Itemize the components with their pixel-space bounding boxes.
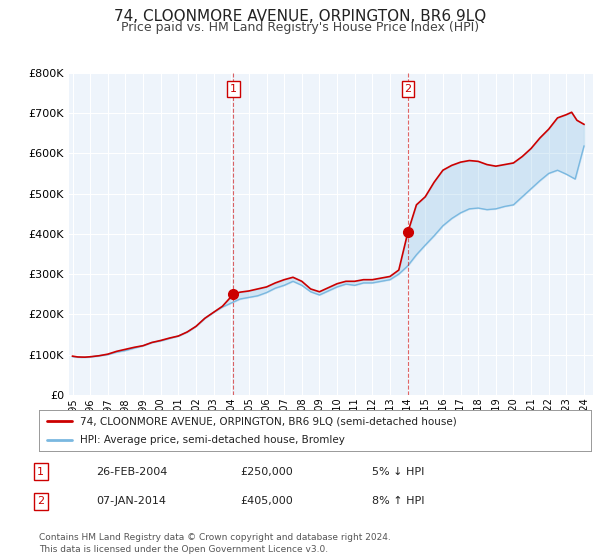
Text: 07-JAN-2014: 07-JAN-2014 bbox=[96, 496, 166, 506]
Text: 2: 2 bbox=[37, 496, 44, 506]
Text: £250,000: £250,000 bbox=[240, 466, 293, 477]
Text: 8% ↑ HPI: 8% ↑ HPI bbox=[372, 496, 425, 506]
Text: 5% ↓ HPI: 5% ↓ HPI bbox=[372, 466, 424, 477]
Text: 26-FEB-2004: 26-FEB-2004 bbox=[96, 466, 167, 477]
Text: 1: 1 bbox=[37, 466, 44, 477]
Text: 74, CLOONMORE AVENUE, ORPINGTON, BR6 9LQ (semi-detached house): 74, CLOONMORE AVENUE, ORPINGTON, BR6 9LQ… bbox=[80, 417, 457, 426]
Text: 2: 2 bbox=[404, 84, 412, 94]
Text: HPI: Average price, semi-detached house, Bromley: HPI: Average price, semi-detached house,… bbox=[80, 435, 345, 445]
Text: Contains HM Land Registry data © Crown copyright and database right 2024.
This d: Contains HM Land Registry data © Crown c… bbox=[39, 533, 391, 554]
Text: £405,000: £405,000 bbox=[240, 496, 293, 506]
Text: 1: 1 bbox=[230, 84, 237, 94]
Text: Price paid vs. HM Land Registry's House Price Index (HPI): Price paid vs. HM Land Registry's House … bbox=[121, 21, 479, 34]
Text: 74, CLOONMORE AVENUE, ORPINGTON, BR6 9LQ: 74, CLOONMORE AVENUE, ORPINGTON, BR6 9LQ bbox=[114, 9, 486, 24]
